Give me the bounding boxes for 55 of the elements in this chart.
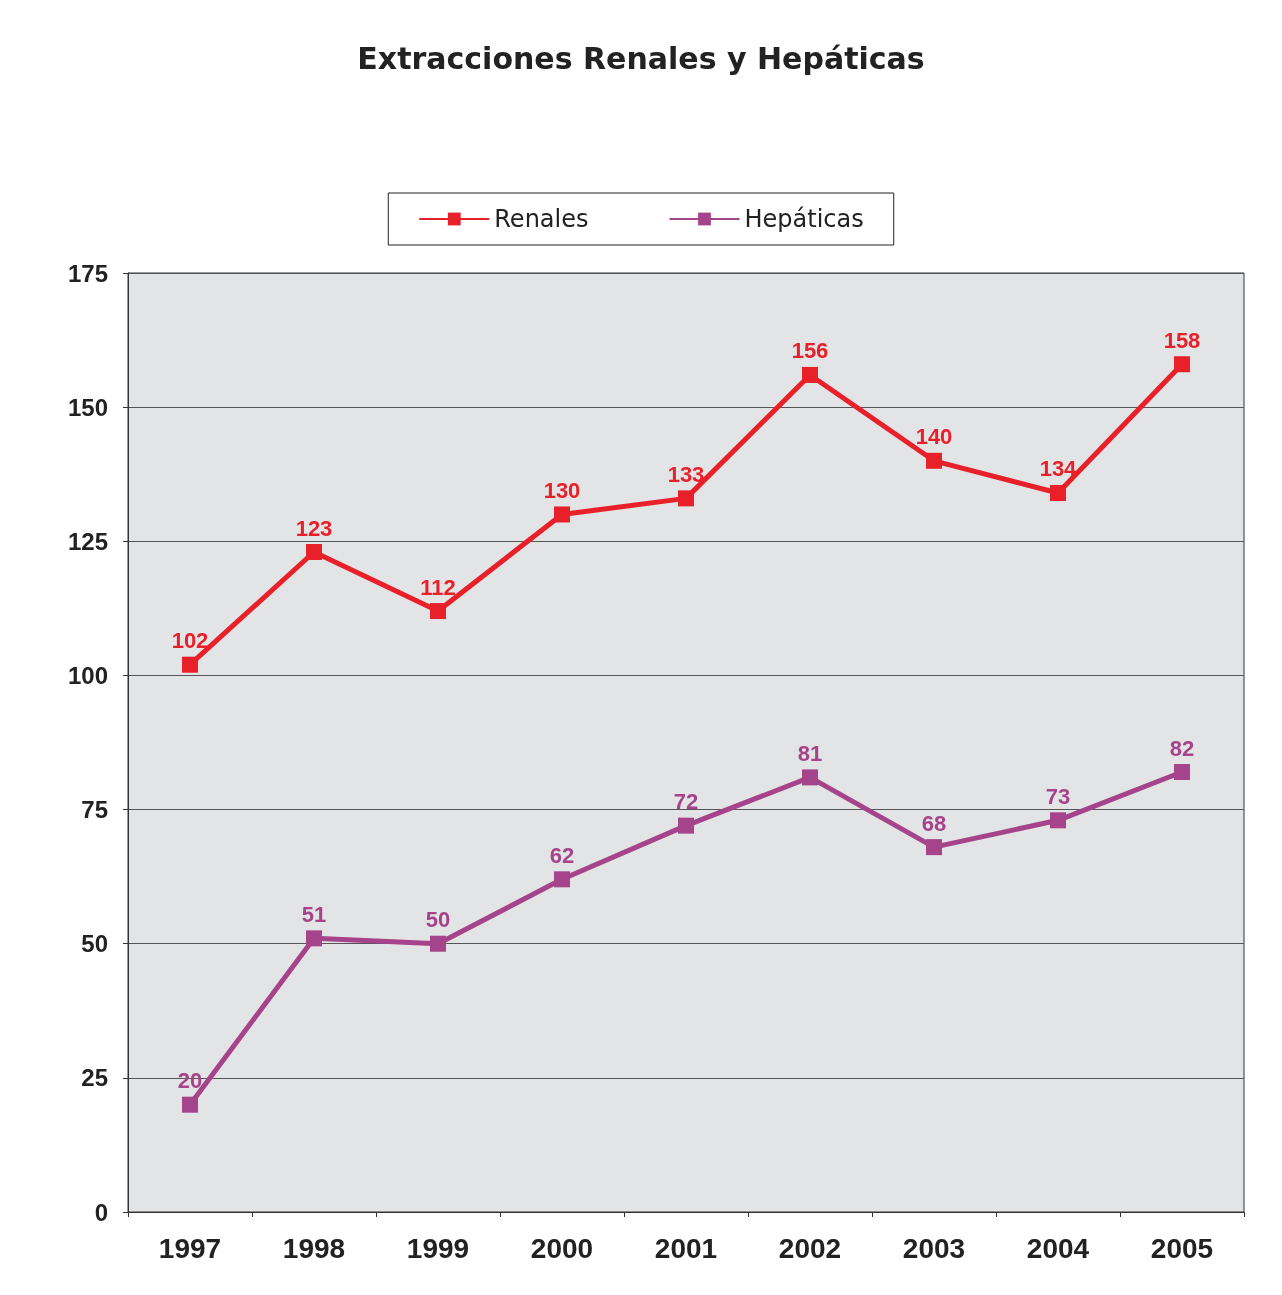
point: [430, 603, 446, 620]
point: [678, 817, 694, 834]
legend-label: Hepáticas: [744, 205, 864, 233]
point: [1050, 484, 1066, 501]
data-label: 50: [425, 907, 451, 933]
point: [802, 769, 818, 786]
y-tick-label: 25: [81, 1064, 108, 1092]
point: [554, 506, 570, 523]
data-label: 158: [1163, 327, 1201, 353]
data-label: 72: [673, 789, 699, 815]
x-tick-label: 2005: [1150, 1232, 1214, 1264]
data-label: 156: [791, 338, 829, 364]
data-label: 73: [1045, 783, 1071, 809]
x-tick-label: 2002: [778, 1232, 842, 1264]
legend-label: Renales: [494, 205, 589, 233]
data-label: 130: [543, 477, 581, 503]
data-label: 81: [797, 740, 823, 766]
point: [926, 839, 942, 856]
data-label: 62: [549, 842, 575, 868]
point: [1174, 764, 1190, 781]
data-label: 68: [921, 810, 947, 836]
point: [554, 871, 570, 888]
point: [430, 935, 446, 952]
point: [182, 1096, 198, 1113]
x-tick-label: 2004: [1026, 1232, 1090, 1264]
y-tick-label: 50: [81, 930, 108, 958]
data-label: 102: [171, 628, 209, 654]
x-tick-label: 1997: [158, 1232, 222, 1264]
y-tick-label: 125: [67, 527, 108, 555]
point: [926, 452, 942, 469]
x-tick-label: 2003: [902, 1232, 966, 1264]
x-tick-label: 1999: [406, 1232, 470, 1264]
data-label: 51: [301, 901, 327, 927]
y-tick-label: 175: [67, 259, 108, 287]
point: [306, 544, 322, 561]
data-label: 134: [1039, 456, 1078, 482]
x-tick-label: 2001: [654, 1232, 718, 1264]
y-tick-label: 75: [81, 796, 108, 824]
point: [182, 656, 198, 673]
data-label: 123: [295, 515, 333, 541]
y-tick-label: 150: [67, 393, 108, 421]
data-label: 133: [667, 461, 705, 487]
x-tick-label: 2000: [530, 1232, 594, 1264]
y-tick-label: 100: [67, 661, 108, 689]
point: [678, 490, 694, 507]
data-label: 140: [915, 424, 953, 450]
data-label: 82: [1169, 735, 1195, 761]
x-tick-label: 1998: [282, 1232, 346, 1264]
point: [1174, 356, 1190, 373]
point: [306, 930, 322, 947]
chart-title: Extracciones Renales y Hepáticas: [357, 40, 925, 76]
point: [802, 366, 818, 383]
point: [1050, 812, 1066, 829]
data-label: 112: [420, 574, 456, 600]
y-tick-label: 0: [94, 1198, 108, 1226]
